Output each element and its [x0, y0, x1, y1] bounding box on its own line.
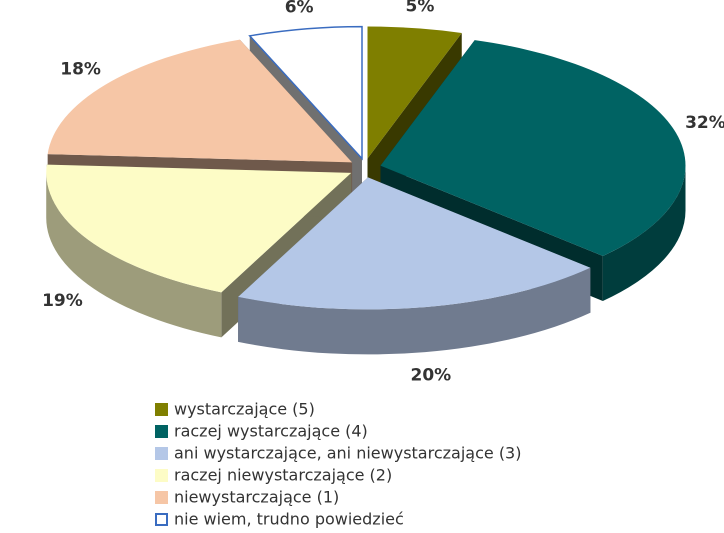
data-label: 32%: [685, 113, 724, 133]
pie-slice: [380, 40, 686, 256]
slice-outer-wall: [238, 267, 591, 355]
legend-swatch: [155, 513, 168, 526]
data-label: 18%: [60, 59, 101, 79]
pie-slice: [367, 26, 462, 159]
pie-slice: [248, 25, 363, 161]
slice-outer-wall: [46, 172, 222, 338]
legend-swatch: [155, 447, 168, 460]
slice-outer-wall: [602, 165, 686, 301]
legend-swatch: [155, 403, 168, 416]
legend-label: wystarczające (5): [174, 400, 315, 419]
legend-label: nie wiem, trudno powiedzieć: [174, 510, 404, 529]
legend-label: niewystarczające (1): [174, 488, 339, 507]
legend-swatch: [155, 491, 168, 504]
pie-slice: [238, 177, 591, 310]
data-label: 20%: [411, 366, 452, 386]
pie-slice: [47, 39, 353, 163]
legend-label: ani wystarczające, ani niewystarczające …: [174, 444, 521, 463]
legend-label: raczej niewystarczające (2): [174, 466, 392, 485]
pie-slice: [46, 164, 352, 293]
legend-swatch: [155, 425, 168, 438]
legend-swatch: [155, 469, 168, 482]
data-label: 5%: [406, 0, 435, 16]
legend-label: raczej wystarczające (4): [174, 422, 368, 441]
data-label: 6%: [285, 0, 314, 17]
data-label: 19%: [42, 291, 83, 311]
